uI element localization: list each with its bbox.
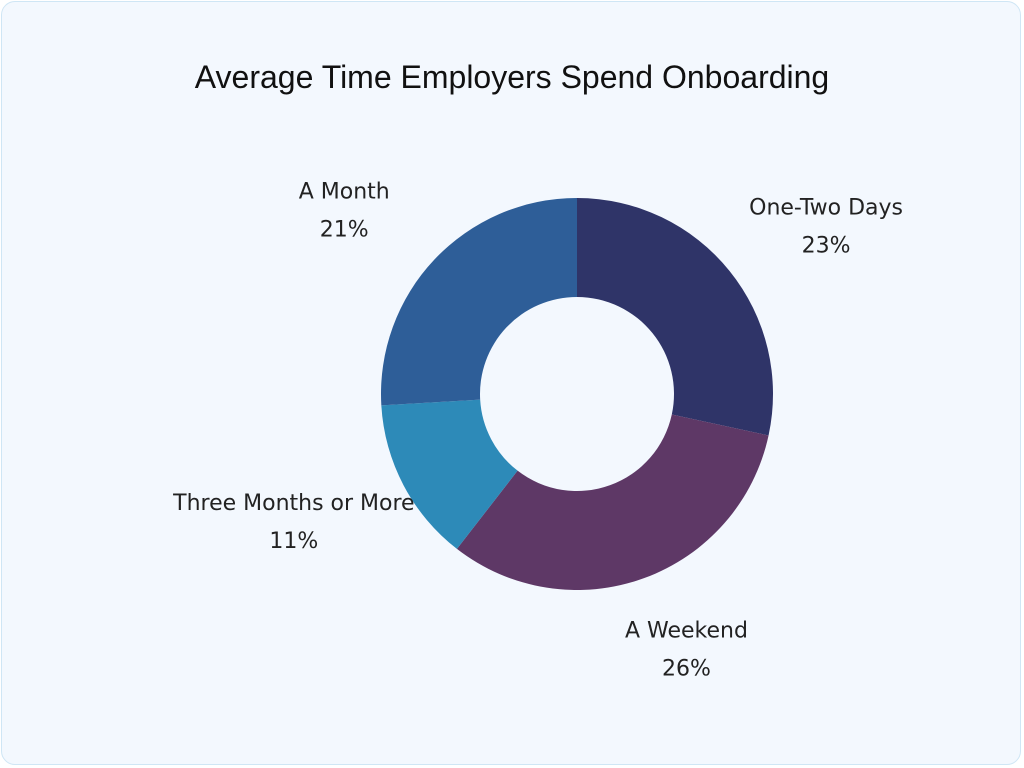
- chart-title: Average Time Employers Spend Onboarding: [195, 59, 829, 95]
- slice-label: One-Two Days: [749, 195, 903, 220]
- slice-label: Three Months or More: [172, 491, 414, 516]
- slice-value-label: 21%: [320, 218, 369, 243]
- donut-slice: [577, 198, 773, 436]
- slice-value-label: 23%: [802, 233, 851, 258]
- slice-label: A Weekend: [625, 619, 748, 644]
- slice-label: A Month: [299, 180, 390, 205]
- slice-value-label: 11%: [269, 529, 318, 554]
- donut-slice: [456, 414, 769, 591]
- slice-value-label: 26%: [662, 657, 711, 682]
- donut-slice: [381, 399, 518, 549]
- donut-slice: [381, 198, 577, 406]
